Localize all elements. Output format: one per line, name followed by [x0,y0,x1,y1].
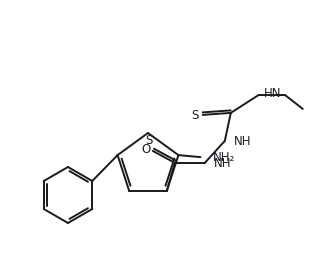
Text: O: O [141,144,150,156]
Text: NH: NH [214,157,231,170]
Text: NH₂: NH₂ [212,151,235,164]
Text: HN: HN [264,87,281,100]
Text: NH: NH [234,135,251,148]
Text: S: S [145,135,153,148]
Text: S: S [191,109,198,122]
